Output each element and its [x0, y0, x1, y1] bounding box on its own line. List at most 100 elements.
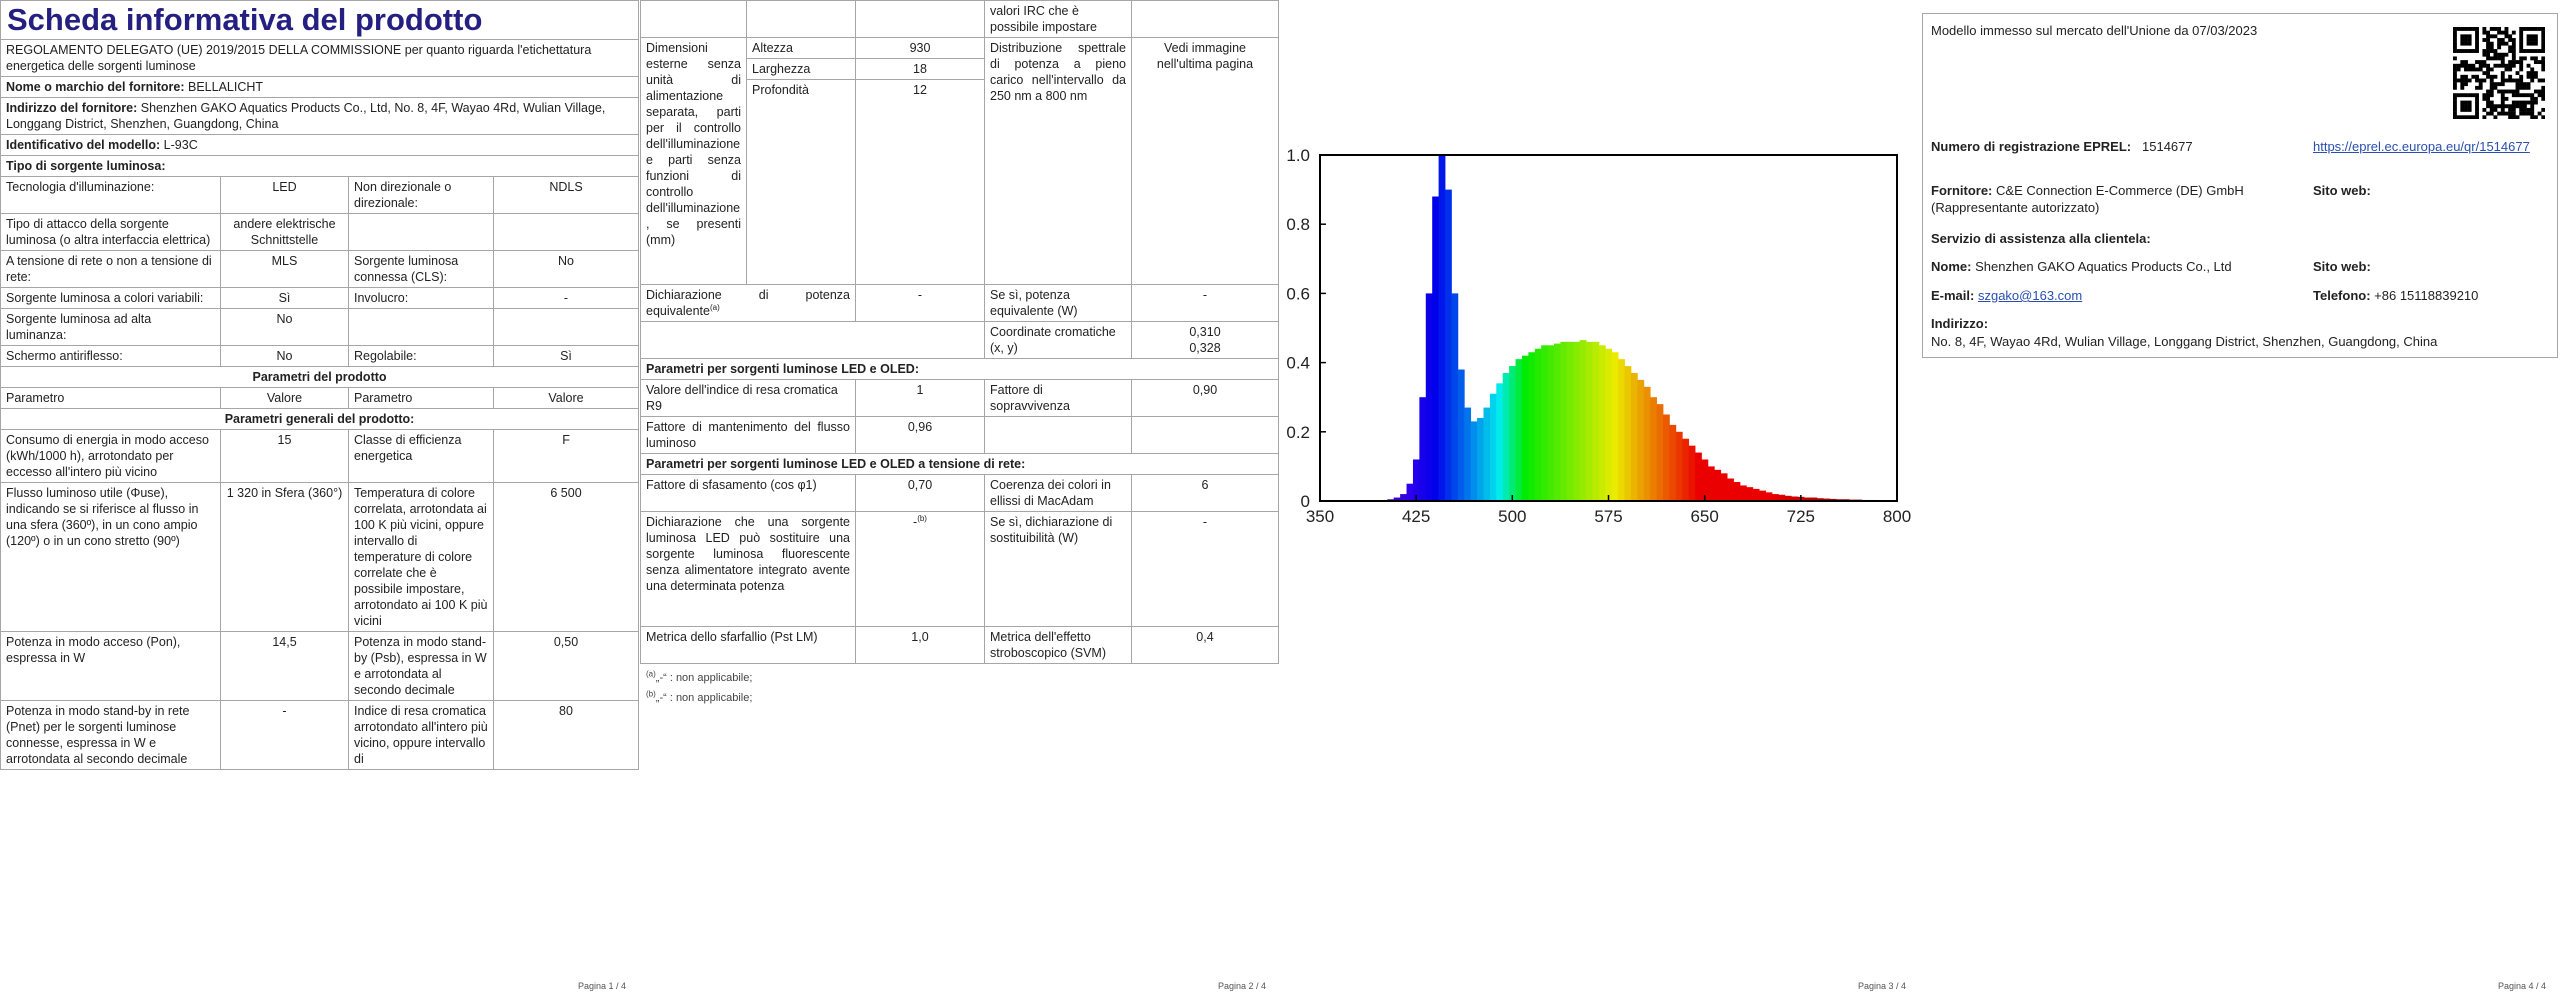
- qr-module: [2467, 41, 2472, 46]
- qr-module: [2526, 34, 2531, 39]
- qr-module: [2467, 63, 2472, 68]
- footnote: (b)„-“ : non applicabile;: [640, 688, 1280, 708]
- qr-module: [2500, 56, 2505, 61]
- qr-module: [2453, 71, 2457, 76]
- spectrum-bar: [1432, 196, 1440, 501]
- qr-module: [2519, 45, 2524, 50]
- qr-module: [2464, 41, 2468, 46]
- spectrum-bar: [1682, 438, 1690, 501]
- spectrum-bar: [1438, 155, 1446, 501]
- table-row: Metrica dello sfarfallio (Pst LM) 1,0 Metr…: [640, 626, 1279, 664]
- table-cell: Schermo antiriflesso:: [0, 345, 221, 367]
- qr-module: [2453, 27, 2457, 31]
- table-row: Coordinate cromatiche (x, y) 0,310 0,328: [640, 321, 1279, 359]
- qr-module: [2497, 45, 2502, 50]
- qr-module: [2460, 41, 2465, 46]
- field-label: Indirizzo:: [1931, 316, 1989, 331]
- table-cell: No: [220, 308, 349, 346]
- table-row: Sorgente luminosa ad alta luminanza: No: [0, 308, 640, 346]
- table-cell: 1,0: [855, 626, 985, 664]
- spectrum-bar: [1464, 407, 1472, 501]
- qr-module: [2471, 63, 2476, 68]
- spectrum-bar: [1400, 494, 1407, 501]
- qr-module: [2489, 111, 2494, 116]
- spectrum-bar: [1746, 487, 1754, 501]
- spectrum-bar: [1739, 485, 1747, 501]
- qr-module: [2478, 63, 2483, 68]
- table-cell: 0,4: [1131, 626, 1279, 664]
- qr-module: [2541, 89, 2545, 94]
- qr-module: [2537, 78, 2542, 83]
- spectrum-bar: [1496, 383, 1504, 501]
- qr-module: [2533, 38, 2538, 42]
- qr-module: [2537, 89, 2542, 94]
- table-cell: Dichiarazione che una sorgente luminosa …: [640, 511, 856, 627]
- spectrum-bar: [1727, 478, 1734, 501]
- qr-module: [2511, 78, 2516, 83]
- market-date: Modello immesso sul mercato dell'Unione …: [1931, 23, 2258, 38]
- table-cell: Non direzionale o direzionale:: [348, 176, 494, 214]
- qr-module: [2489, 85, 2494, 90]
- table-cell: andere elektrische Schnittstelle: [220, 213, 349, 251]
- table-cell: 6: [1131, 474, 1279, 512]
- qr-module: [2482, 27, 2487, 31]
- qr-module: [2497, 82, 2502, 87]
- spectrum-bar: [1714, 469, 1722, 501]
- table-cell: 1 320 in Sfera (360°): [220, 482, 349, 632]
- qr-module: [2519, 63, 2524, 68]
- qr-module: [2511, 93, 2516, 98]
- qr-module: [2475, 67, 2479, 72]
- qr-module: [2511, 104, 2516, 109]
- y-tick-label: 0.2: [1286, 423, 1310, 442]
- qr-module: [2497, 63, 2502, 68]
- qr-module: [2519, 56, 2524, 61]
- qr-module: [2526, 85, 2531, 90]
- field-row: Nome: Shenzhen GAKO Aquatics Products Co…: [1931, 258, 2232, 275]
- qr-module: [2453, 63, 2457, 68]
- qr-module: [2500, 41, 2505, 46]
- qr-module: [2500, 82, 2505, 87]
- table-cell: 0,96: [855, 416, 985, 454]
- element: valori IRC che è possibile impostare Dim…: [640, 0, 1279, 664]
- table-row: Flusso luminoso utile (Φuse), indicando …: [0, 482, 640, 632]
- qr-module: [2471, 27, 2476, 31]
- qr-module: [2482, 30, 2487, 35]
- qr-module: [2522, 82, 2527, 87]
- qr-module: [2508, 78, 2513, 83]
- element: https://eprel.ec.europa.eu/qr/1514677: [2313, 138, 2538, 155]
- table-cell: Se sì, potenza equivalente (W): [984, 284, 1132, 322]
- table-cell: 0,310 0,328: [1131, 321, 1279, 359]
- table-cell: Se sì, dichiarazione di sostituibilità (…: [984, 511, 1132, 627]
- table-cell: A tensione di rete o non a tensione di r…: [0, 250, 221, 288]
- qr-module: [2533, 100, 2538, 105]
- qr-module: [2541, 60, 2545, 64]
- qr-module: [2453, 82, 2457, 87]
- qr-module: [2519, 82, 2524, 87]
- spectrum-bar: [1630, 372, 1638, 501]
- field-value: L-93C: [163, 138, 198, 152]
- qr-module: [2526, 111, 2531, 116]
- qr-module: [2493, 49, 2498, 53]
- qr-module: [2504, 67, 2509, 72]
- spectrum-bar: [1759, 490, 1766, 501]
- spectrum-bar: [1445, 189, 1452, 501]
- qr-module: [2522, 85, 2527, 90]
- qr-module: [2467, 27, 2472, 31]
- qr-module: [2456, 67, 2461, 72]
- qr-module: [2504, 63, 2509, 68]
- email-link[interactable]: szgako@163.com: [1977, 288, 2083, 303]
- qr-module: [2460, 104, 2465, 109]
- qr-module: [2504, 27, 2509, 31]
- spectrum-bar: [1470, 421, 1478, 501]
- qr-module: [2456, 115, 2461, 119]
- table-row: Profondità 12: [641, 79, 1279, 285]
- qr-module: [2471, 67, 2476, 72]
- field-value: +86 15118839210: [2374, 288, 2479, 303]
- qr-module: [2533, 115, 2538, 119]
- qr-module: [2515, 93, 2520, 98]
- qr-module: [2522, 111, 2527, 116]
- qr-module: [2453, 30, 2457, 35]
- table-cell: Identificativo del modello: L-93C: [0, 134, 640, 156]
- eprel-link[interactable]: https://eprel.ec.europa.eu/qr/1514677: [2313, 139, 2530, 154]
- table-cell: Involucro:: [348, 287, 494, 309]
